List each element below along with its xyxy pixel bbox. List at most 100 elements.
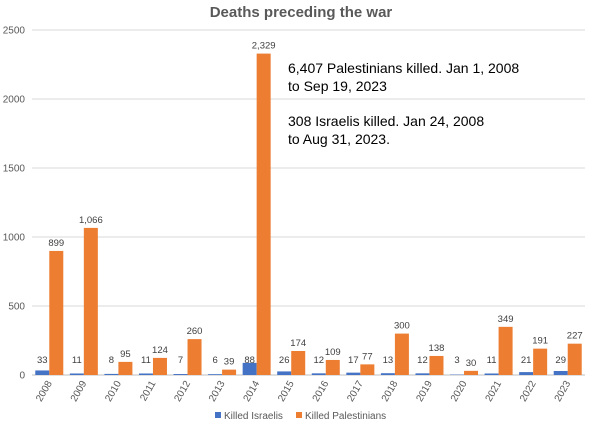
bar-israelis xyxy=(208,374,223,375)
annotation-line: 308 Israelis killed. Jan 24, 2008 xyxy=(288,113,484,129)
data-label: 7 xyxy=(178,355,183,366)
bar-palestinians xyxy=(187,339,202,375)
bar-palestinians xyxy=(567,343,582,375)
x-tick-label: 2014 xyxy=(242,379,263,404)
bar-israelis xyxy=(138,373,153,375)
data-label: 77 xyxy=(362,351,373,362)
data-label: 227 xyxy=(567,331,583,342)
bar-palestinians xyxy=(83,227,98,375)
data-label: 11 xyxy=(141,355,151,366)
bar-israelis xyxy=(311,373,326,375)
annotation: 308 Israelis killed. Jan 24, 2008 to Aug … xyxy=(288,113,484,147)
bar-palestinians xyxy=(49,250,64,375)
legend-swatch xyxy=(296,412,302,418)
data-label: 1,066 xyxy=(79,215,103,226)
legend: Killed Israelis Killed Palestinians xyxy=(215,411,386,422)
legend-label: Killed Palestinians xyxy=(305,411,386,422)
data-label: 2,329 xyxy=(252,41,276,52)
data-label: 3 xyxy=(454,355,459,366)
x-tick-label: 2021 xyxy=(484,379,505,404)
y-tick-label: 500 xyxy=(8,302,25,313)
data-label: 8 xyxy=(109,355,114,366)
bar-israelis xyxy=(69,373,84,375)
x-tick-label: 2011 xyxy=(138,379,158,404)
y-tick-label: 1500 xyxy=(3,164,26,175)
annotation: 6,407 Palestinians killed. Jan 1, 2008 to… xyxy=(288,60,519,94)
y-tick-label: 0 xyxy=(19,371,25,382)
x-tick-label: 2019 xyxy=(414,379,435,404)
y-axis: 0 500 1000 1500 2000 2500 xyxy=(3,26,26,382)
data-label: 138 xyxy=(429,343,445,354)
y-tick-label: 2000 xyxy=(3,95,26,106)
data-label: 33 xyxy=(37,355,48,366)
bar-israelis xyxy=(277,371,292,375)
bars xyxy=(35,53,582,376)
bar-palestinians xyxy=(394,333,409,375)
bar-israelis xyxy=(104,373,119,375)
data-label: 174 xyxy=(290,338,306,349)
x-tick-label: 2013 xyxy=(207,379,228,404)
data-label: 300 xyxy=(394,321,410,332)
annotation-line: to Sep 19, 2023 xyxy=(288,78,387,94)
y-tick-label: 2500 xyxy=(3,26,26,37)
legend-label: Killed Israelis xyxy=(224,411,283,422)
bar-palestinians xyxy=(360,364,375,375)
data-label: 260 xyxy=(187,326,203,337)
bar-israelis xyxy=(35,370,50,375)
data-label: 21 xyxy=(521,355,532,366)
x-tick-label: 2009 xyxy=(69,379,90,404)
bar-israelis xyxy=(173,374,188,375)
data-label: 29 xyxy=(555,355,566,366)
bar-palestinians xyxy=(498,326,513,375)
bar-palestinians xyxy=(533,348,548,375)
annotations: 6,407 Palestinians killed. Jan 1, 2008 to… xyxy=(288,60,519,147)
bar-palestinians xyxy=(256,53,271,376)
x-tick-label: 2022 xyxy=(518,379,539,404)
x-axis: 2008 2009 2010 2011 2012 2013 2014 2015 2016 2017… xyxy=(34,379,573,404)
x-tick-label: 2008 xyxy=(34,379,55,404)
data-label: 6 xyxy=(212,355,217,366)
data-label: 95 xyxy=(120,349,131,360)
x-tick-label: 2020 xyxy=(449,379,470,404)
bar-palestinians xyxy=(152,357,167,375)
bar-palestinians xyxy=(325,359,340,375)
chart-title: Deaths preceding the war xyxy=(210,4,393,21)
legend-swatch xyxy=(215,412,221,418)
x-tick-label: 2010 xyxy=(103,379,124,404)
data-label: 124 xyxy=(152,345,168,356)
bar-palestinians xyxy=(429,355,444,375)
data-label: 88 xyxy=(244,355,255,366)
bar-israelis xyxy=(484,373,499,375)
x-tick-label: 2016 xyxy=(311,379,332,404)
data-label: 39 xyxy=(224,357,235,368)
x-tick-label: 2017 xyxy=(345,379,366,404)
annotation-line: 6,407 Palestinians killed. Jan 1, 2008 xyxy=(288,60,519,76)
bar-israelis xyxy=(380,373,395,375)
data-label: 191 xyxy=(532,336,548,347)
x-tick-label: 2018 xyxy=(380,379,401,404)
bar-israelis xyxy=(519,372,534,375)
bar-palestinians xyxy=(464,370,479,375)
data-label: 11 xyxy=(72,355,82,366)
data-label: 349 xyxy=(498,314,514,325)
x-tick-label: 2023 xyxy=(553,379,574,404)
data-label: 109 xyxy=(325,347,341,358)
data-label: 17 xyxy=(348,355,359,366)
data-label: 13 xyxy=(383,355,394,366)
data-label: 12 xyxy=(313,355,324,366)
bar-israelis xyxy=(553,370,568,375)
y-tick-label: 1000 xyxy=(3,233,26,244)
bar-israelis xyxy=(415,373,430,375)
data-label: 30 xyxy=(466,358,477,369)
data-label: 26 xyxy=(279,355,290,366)
bar-israelis xyxy=(346,372,361,375)
bar-palestinians xyxy=(222,369,237,375)
annotation-line: to Aug 31, 2023. xyxy=(288,131,390,147)
bar-palestinians xyxy=(291,350,306,375)
data-label: 899 xyxy=(48,238,64,249)
bar-israelis xyxy=(242,362,257,375)
bar-palestinians xyxy=(118,361,133,375)
